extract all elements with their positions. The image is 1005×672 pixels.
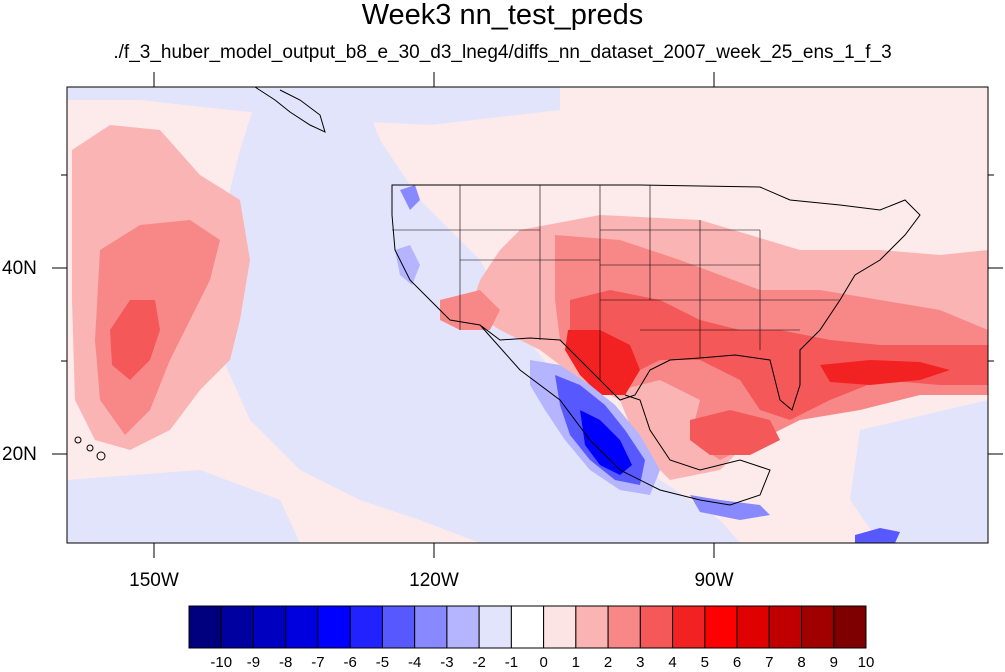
- colorbar-swatch: [639, 605, 674, 649]
- colorbar-label: 0: [539, 654, 548, 671]
- colorbar-label: -9: [246, 654, 261, 671]
- lon-label-120w: 120W: [409, 570, 459, 591]
- colorbar-swatch: [575, 605, 609, 649]
- colorbar-label: 10: [857, 654, 875, 671]
- pacific-positive-3: [110, 300, 160, 380]
- colorbar-swatch: [285, 605, 319, 649]
- mexico-outline: [479, 324, 771, 506]
- colorbar-swatch: [478, 605, 512, 649]
- lat-label-20n: 20N: [2, 444, 37, 465]
- colorbar-label: -3: [440, 654, 454, 671]
- colorbar-label: -2: [472, 654, 486, 671]
- colorbar-swatch: [349, 605, 383, 649]
- colorbar-label: -6: [343, 654, 357, 671]
- west-coast-negative: [395, 245, 420, 285]
- north-blue-band: [67, 87, 560, 125]
- colorbar-swatch: [510, 605, 545, 649]
- colorbar-swatch: [381, 605, 416, 649]
- colorbar-label: 3: [636, 654, 645, 671]
- south-negative-patch: [855, 528, 900, 543]
- colorbar-label: -10: [210, 654, 233, 671]
- map-frame: [66, 86, 989, 544]
- us-positive-3: [570, 290, 988, 420]
- colorbar-label: -4: [407, 654, 422, 671]
- west-positive: [440, 290, 500, 330]
- state-borders: [392, 185, 840, 380]
- colorbar-label: 9: [829, 654, 838, 671]
- oregon-negative: [400, 185, 420, 210]
- colorbar-swatch: [607, 605, 641, 649]
- colorbar-label: -8: [279, 654, 293, 671]
- colorbar-swatch: [543, 605, 577, 649]
- lon-label-90w: 90W: [694, 570, 734, 591]
- map-ticks: [52, 72, 1003, 558]
- colorbar-label: -7: [311, 654, 325, 671]
- colorbar-label: 5: [700, 654, 709, 671]
- colorbar-swatch: [768, 605, 803, 649]
- colorbar-swatch: [188, 605, 222, 649]
- colorbar-swatch: [801, 605, 835, 649]
- colorbar-swatch: [414, 605, 448, 649]
- colorbar-label: -5: [375, 654, 390, 671]
- colorbar-label: 1: [571, 654, 581, 671]
- lat-label-40n: 40N: [2, 258, 37, 279]
- colorbar-swatch: [736, 605, 770, 649]
- colorbar-label: 4: [668, 654, 677, 671]
- map-title: Week3 nn_test_preds: [361, 0, 644, 31]
- colorbar-swatch: [220, 605, 254, 649]
- colorbar-label: 7: [765, 654, 774, 671]
- south-blue-band: [67, 470, 300, 543]
- lon-label-150w: 150W: [129, 570, 179, 591]
- us-outline: [391, 184, 921, 411]
- colorbar-label: 6: [732, 654, 742, 671]
- colorbar-swatch: [252, 605, 287, 649]
- southeast-blue-band: [850, 400, 988, 543]
- colorbar-label: 2: [603, 654, 613, 671]
- colorbar-swatch: [317, 605, 351, 649]
- colorbar-swatch: [704, 605, 738, 649]
- colorbar-label: 8: [797, 654, 806, 671]
- us-positive-4: [565, 330, 640, 395]
- atlantic-positive-core: [820, 360, 950, 385]
- colorbar: [188, 605, 867, 649]
- map-subtitle: ./f_3_huber_model_output_b8_e_30_d3_lneg…: [113, 42, 892, 63]
- hawaii-islands: [74, 436, 106, 461]
- colorbar-label: -1: [504, 654, 519, 671]
- gulf-positive: [690, 410, 780, 455]
- colorbar-swatch: [446, 605, 480, 649]
- colorbar-swatch: [672, 605, 706, 649]
- mexico-negative-3: [580, 410, 632, 475]
- colorbar-swatch: [833, 605, 867, 649]
- alaska-coast: [254, 86, 326, 133]
